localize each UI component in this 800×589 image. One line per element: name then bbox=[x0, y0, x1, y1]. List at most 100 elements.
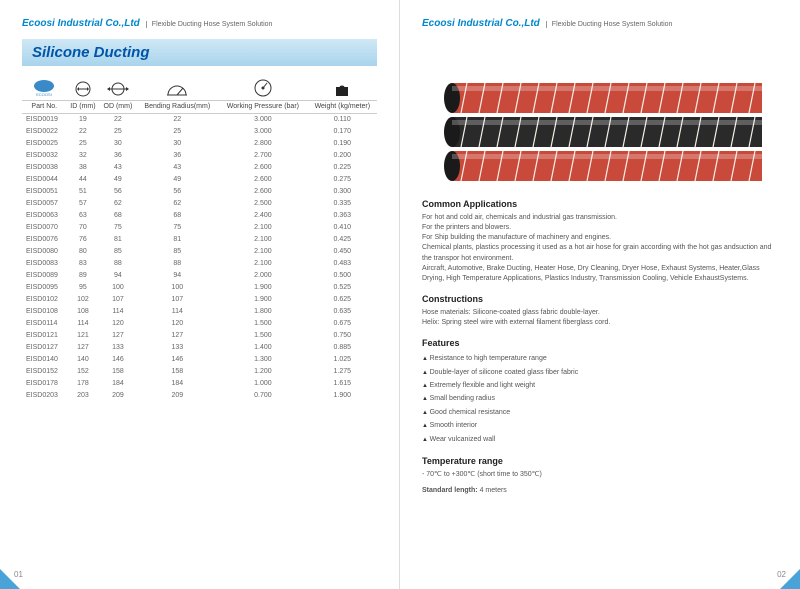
table-cell: 1.900 bbox=[308, 390, 377, 402]
table-cell: 88 bbox=[99, 258, 136, 270]
table-cell: 22 bbox=[67, 126, 100, 138]
table-cell: 51 bbox=[67, 186, 100, 198]
table-cell: 36 bbox=[99, 150, 136, 162]
table-cell: 94 bbox=[99, 270, 136, 282]
col-weight: Weight (kg/meter) bbox=[308, 100, 377, 113]
table-cell: 121 bbox=[67, 330, 100, 342]
table-cell: 95 bbox=[67, 282, 100, 294]
table-cell: 114 bbox=[67, 318, 100, 330]
table-cell: 107 bbox=[136, 294, 218, 306]
table-cell: 146 bbox=[99, 354, 136, 366]
table-cell: EISD0032 bbox=[22, 150, 67, 162]
table-cell: 2.500 bbox=[218, 198, 307, 210]
table-cell: 88 bbox=[136, 258, 218, 270]
table-cell: 0.170 bbox=[308, 126, 377, 138]
temp-heading: Temperature range bbox=[422, 456, 778, 466]
table-cell: EISD0108 bbox=[22, 306, 67, 318]
table-cell: 56 bbox=[99, 186, 136, 198]
table-row: EISD01211211271271.5000.750 bbox=[22, 330, 377, 342]
table-cell: 2.000 bbox=[218, 270, 307, 282]
table-cell: 1.500 bbox=[218, 330, 307, 342]
table-cell: 0.675 bbox=[308, 318, 377, 330]
col-bend: Bending Radius(mm) bbox=[136, 100, 218, 113]
weight-icon bbox=[308, 74, 377, 100]
table-cell: 80 bbox=[67, 246, 100, 258]
table-cell: 203 bbox=[67, 390, 100, 402]
table-cell: 1.200 bbox=[218, 366, 307, 378]
pressure-icon bbox=[218, 74, 307, 100]
table-cell: 62 bbox=[136, 198, 218, 210]
table-cell: 209 bbox=[136, 390, 218, 402]
table-row: EISD00808085852.1000.450 bbox=[22, 246, 377, 258]
table-cell: EISD0022 bbox=[22, 126, 67, 138]
table-cell: 75 bbox=[99, 222, 136, 234]
table-row: EISD01021021071071.9000.625 bbox=[22, 294, 377, 306]
table-cell: 1.615 bbox=[308, 378, 377, 390]
temp-text: - 70℃ to +300℃ (short time to 350℃) bbox=[422, 470, 778, 480]
table-row: EISD00767681812.1000.425 bbox=[22, 234, 377, 246]
table-cell: 25 bbox=[67, 138, 100, 150]
feature-item: Smooth interior bbox=[422, 419, 778, 432]
table-cell: 0.410 bbox=[308, 222, 377, 234]
table-cell: 120 bbox=[136, 318, 218, 330]
table-cell: 2.600 bbox=[218, 174, 307, 186]
table-cell: 2.400 bbox=[218, 210, 307, 222]
table-cell: 25 bbox=[99, 126, 136, 138]
table-cell: 43 bbox=[99, 162, 136, 174]
table-row: EISD02032032092090.7001.900 bbox=[22, 390, 377, 402]
table-cell: EISD0095 bbox=[22, 282, 67, 294]
table-cell: EISD0127 bbox=[22, 342, 67, 354]
table-cell: 127 bbox=[67, 342, 100, 354]
table-cell: 0.110 bbox=[308, 113, 377, 126]
table-cell: 22 bbox=[99, 113, 136, 126]
table-cell: 158 bbox=[99, 366, 136, 378]
table-cell: 22 bbox=[136, 113, 218, 126]
table-row: EISD00222225253.0000.170 bbox=[22, 126, 377, 138]
table-cell: 2.100 bbox=[218, 234, 307, 246]
table-cell: 0.635 bbox=[308, 306, 377, 318]
table-cell: EISD0044 bbox=[22, 174, 67, 186]
cons-text: Hose materials: Silicone-coated glass fa… bbox=[422, 308, 778, 328]
table-cell: 56 bbox=[136, 186, 218, 198]
table-cell: 3.000 bbox=[218, 126, 307, 138]
col-od: OD (mm) bbox=[99, 100, 136, 113]
feature-item: Small bending radius bbox=[422, 392, 778, 405]
table-cell: 1.025 bbox=[308, 354, 377, 366]
table-cell: 152 bbox=[67, 366, 100, 378]
table-cell: 83 bbox=[67, 258, 100, 270]
feature-item: Extremely flexible and light weight bbox=[422, 379, 778, 392]
table-row: EISD00707075752.1000.410 bbox=[22, 222, 377, 234]
table-cell: 3.000 bbox=[218, 113, 307, 126]
table-row: EISD0095951001001.9000.525 bbox=[22, 282, 377, 294]
page-left: Ecoosi Industrial Co.,Ltd Flexible Ducti… bbox=[0, 0, 400, 589]
table-cell: EISD0089 bbox=[22, 270, 67, 282]
apps-text: For hot and cold air, chemicals and indu… bbox=[422, 213, 778, 284]
table-cell: 0.225 bbox=[308, 162, 377, 174]
table-cell: 49 bbox=[99, 174, 136, 186]
table-cell: 108 bbox=[67, 306, 100, 318]
corner-accent-left bbox=[0, 569, 20, 589]
table-cell: EISD0070 bbox=[22, 222, 67, 234]
length-line: Standard length: 4 meters bbox=[422, 486, 778, 496]
table-cell: 1.400 bbox=[218, 342, 307, 354]
company-name-r: Ecoosi Industrial Co.,Ltd bbox=[422, 18, 540, 29]
col-id: ID (mm) bbox=[67, 100, 100, 113]
table-cell: 75 bbox=[136, 222, 218, 234]
table-cell: 114 bbox=[136, 306, 218, 318]
table-cell: 0.750 bbox=[308, 330, 377, 342]
cons-heading: Constructions bbox=[422, 294, 778, 304]
table-cell: 1.300 bbox=[218, 354, 307, 366]
table-cell: 0.200 bbox=[308, 150, 377, 162]
table-cell: 0.335 bbox=[308, 198, 377, 210]
table-cell: 1.500 bbox=[218, 318, 307, 330]
table-cell: 100 bbox=[99, 282, 136, 294]
table-cell: 36 bbox=[136, 150, 218, 162]
table-cell: 100 bbox=[136, 282, 218, 294]
logo-icon: ECOOSI bbox=[22, 74, 67, 100]
table-row: EISD01401401461461.3001.025 bbox=[22, 354, 377, 366]
length-value: 4 meters bbox=[478, 487, 507, 494]
table-cell: 85 bbox=[99, 246, 136, 258]
table-cell: 1.900 bbox=[218, 294, 307, 306]
table-cell: 25 bbox=[136, 126, 218, 138]
table-cell: EISD0083 bbox=[22, 258, 67, 270]
